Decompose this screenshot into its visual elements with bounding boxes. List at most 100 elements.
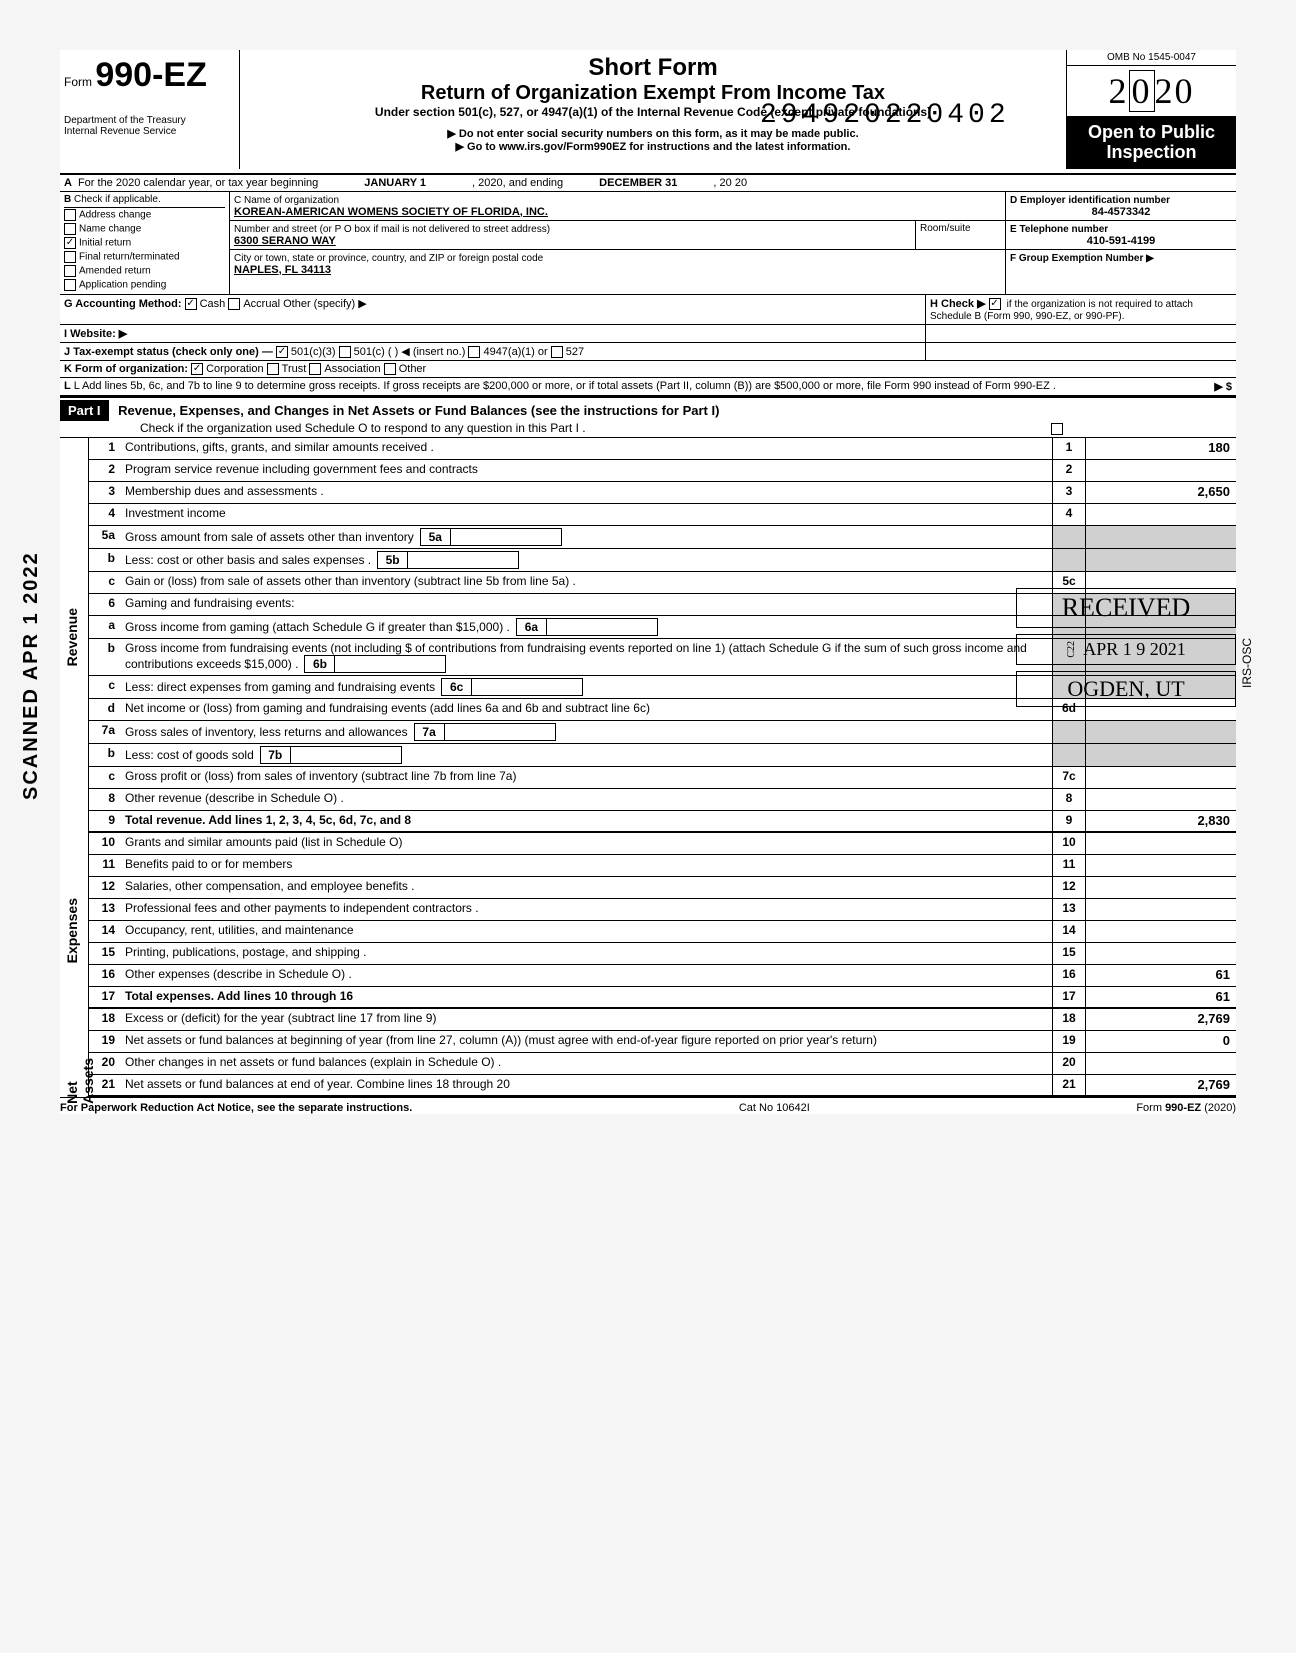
line-number: 13 <box>89 899 121 920</box>
inner-box: 6c <box>441 678 583 696</box>
line-number: 17 <box>89 987 121 1007</box>
irs-osc-label: IRS-OSC <box>1240 638 1254 688</box>
line-box-number: 3 <box>1052 482 1086 503</box>
box-b-item: Final return/terminated <box>64 250 225 264</box>
line-k: K Form of organization: Corporation Trus… <box>60 361 1236 378</box>
line-number: 11 <box>89 855 121 876</box>
line-gh: G Accounting Method: Cash Accrual Other … <box>60 295 1236 325</box>
inner-box: 7a <box>414 723 556 741</box>
chk-501c3[interactable] <box>276 346 288 358</box>
line-number: 2 <box>89 460 121 481</box>
line-box-number: 15 <box>1052 943 1086 964</box>
chk-schedule-o[interactable] <box>1051 423 1063 435</box>
box-b-checkbox[interactable] <box>64 251 76 263</box>
lines-container: Revenue Expenses Net Assets 1Contributio… <box>60 438 1236 1097</box>
box-b-checkbox[interactable] <box>64 223 76 235</box>
footer-left: For Paperwork Reduction Act Notice, see … <box>60 1102 412 1114</box>
chk-other[interactable] <box>384 363 396 375</box>
line-amount <box>1086 789 1236 810</box>
line-number: 10 <box>89 833 121 854</box>
box-b-checkbox[interactable] <box>64 237 76 249</box>
line-box-gray <box>1052 744 1086 766</box>
form-line-12: 12Salaries, other compensation, and empl… <box>89 877 1236 899</box>
box-b-item: Name change <box>64 222 225 236</box>
chk-accrual[interactable] <box>228 298 240 310</box>
org-addr: 6300 SERANO WAY <box>234 235 336 247</box>
box-b-checkbox[interactable] <box>64 209 76 221</box>
chk-501c[interactable] <box>339 346 351 358</box>
line-number: a <box>89 616 121 638</box>
line-h: H Check ▶ if the organization is not req… <box>926 295 1236 324</box>
received-label: RECEIVED <box>1016 588 1236 628</box>
line-amount <box>1086 833 1236 854</box>
line-amount <box>1086 921 1236 942</box>
box-b-checkbox[interactable] <box>64 279 76 291</box>
line-box-number: 19 <box>1052 1031 1086 1052</box>
line-box-number: 10 <box>1052 833 1086 854</box>
chk-assoc[interactable] <box>309 363 321 375</box>
line-box-number: 2 <box>1052 460 1086 481</box>
dept-label: Department of the Treasury Internal Reve… <box>64 115 235 137</box>
line-text: Professional fees and other payments to … <box>121 899 1052 920</box>
box-b-item: Amended return <box>64 264 225 278</box>
tax-year: 2020 <box>1067 66 1236 117</box>
line-amount-gray <box>1086 549 1236 571</box>
line-box-number: 17 <box>1052 987 1086 1007</box>
note-url: ▶ Go to www.irs.gov/Form990EZ for instru… <box>248 140 1058 153</box>
box-e-label: E Telephone number <box>1010 224 1108 235</box>
line-amount <box>1086 504 1236 525</box>
inner-box: 7b <box>260 746 402 764</box>
line-amount: 2,830 <box>1086 811 1236 831</box>
form-line-8: 8Other revenue (describe in Schedule O) … <box>89 789 1236 811</box>
line-amount <box>1086 1053 1236 1074</box>
form-page: 294920220402 Form 990-EZ Department of t… <box>60 50 1236 1114</box>
chk-527[interactable] <box>551 346 563 358</box>
org-city: NAPLES, FL 34113 <box>234 264 331 276</box>
line-number: 16 <box>89 965 121 986</box>
block-bcdef: B Check if applicable. Address changeNam… <box>60 192 1236 295</box>
inner-box: 6a <box>516 618 658 636</box>
omb-number: OMB No 1545-0047 <box>1067 50 1236 66</box>
line-a-text: For the 2020 calendar year, or tax year … <box>78 177 318 189</box>
line-amount: 0 <box>1086 1031 1236 1052</box>
line-text: Benefits paid to or for members <box>121 855 1052 876</box>
form-header: Form 990-EZ Department of the Treasury I… <box>60 50 1236 175</box>
box-b: B Check if applicable. Address changeNam… <box>60 192 230 294</box>
line-amount: 2,650 <box>1086 482 1236 503</box>
chk-trust[interactable] <box>267 363 279 375</box>
line-amount <box>1086 899 1236 920</box>
chk-corp[interactable] <box>191 363 203 375</box>
form-line-7a: 7aGross sales of inventory, less returns… <box>89 721 1236 744</box>
line-amount-gray <box>1086 526 1236 548</box>
form-line-15: 15Printing, publications, postage, and s… <box>89 943 1236 965</box>
line-text: Other revenue (describe in Schedule O) . <box>121 789 1052 810</box>
box-b-label: B Check if applicable. <box>64 194 225 208</box>
line-text: Total expenses. Add lines 10 through 16 <box>121 987 1052 1007</box>
line-i: I Website: ▶ <box>60 325 1236 343</box>
line-amount <box>1086 855 1236 876</box>
line-text: Other changes in net assets or fund bala… <box>121 1053 1052 1074</box>
line-box-number: 7c <box>1052 767 1086 788</box>
box-b-item: Application pending <box>64 278 225 292</box>
form-line-17: 17Total expenses. Add lines 10 through 1… <box>89 987 1236 1009</box>
line-number: b <box>89 639 121 675</box>
box-b-item: Initial return <box>64 236 225 250</box>
line-number: 14 <box>89 921 121 942</box>
box-b-checkbox[interactable] <box>64 265 76 277</box>
line-number: 1 <box>89 438 121 459</box>
chk-4947[interactable] <box>468 346 480 358</box>
line-text: Membership dues and assessments . <box>121 482 1052 503</box>
line-number: 19 <box>89 1031 121 1052</box>
line-box-gray <box>1052 721 1086 743</box>
chk-h[interactable] <box>989 298 1001 310</box>
title-short-form: Short Form <box>248 54 1058 82</box>
line-number: 4 <box>89 504 121 525</box>
line-g-label: G Accounting Method: <box>64 298 182 310</box>
inner-box: 6b <box>304 655 446 673</box>
line-text: Less: cost or other basis and sales expe… <box>121 549 1052 571</box>
line-text: Net income or (loss) from gaming and fun… <box>121 699 1052 720</box>
line-box-number: 18 <box>1052 1009 1086 1030</box>
chk-cash[interactable] <box>185 298 197 310</box>
line-number: 5a <box>89 526 121 548</box>
line-number: 12 <box>89 877 121 898</box>
